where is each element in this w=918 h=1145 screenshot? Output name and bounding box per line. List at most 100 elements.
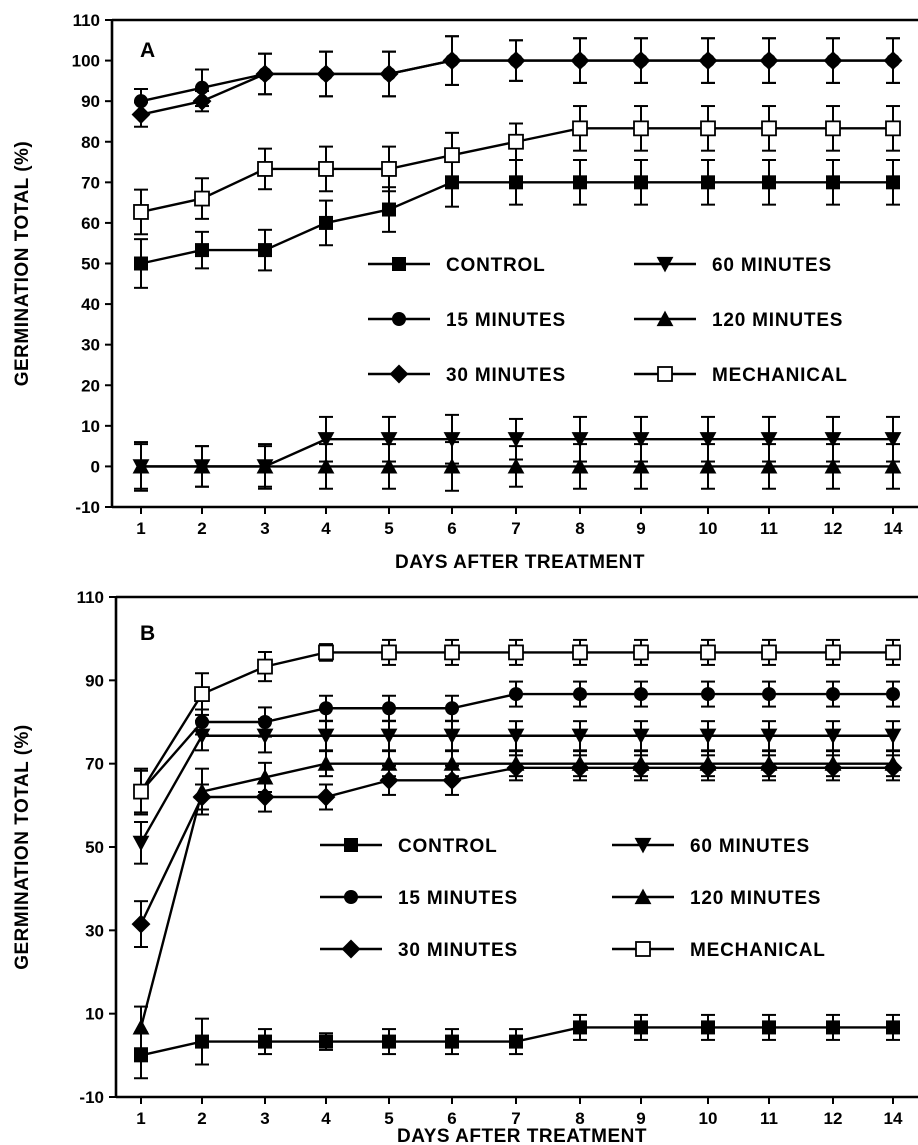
data-point [632, 755, 650, 771]
y-tick-label: 50 [81, 255, 100, 274]
data-point [573, 1020, 587, 1035]
y-tick-label: 50 [85, 838, 104, 857]
data-point [193, 728, 211, 745]
data-point [317, 432, 335, 448]
data-point [825, 644, 841, 661]
data-point [256, 769, 274, 785]
data-point [762, 1020, 776, 1035]
panel-letter: A [140, 39, 155, 62]
data-point [699, 755, 717, 771]
data-point [134, 1048, 148, 1063]
data-point [826, 1020, 840, 1035]
x-tick-label: 4 [321, 519, 331, 538]
data-point [698, 51, 718, 71]
data-point [760, 458, 778, 474]
x-tick-label: 3 [260, 1109, 269, 1128]
data-point [319, 701, 333, 716]
y-tick-label: 80 [81, 133, 100, 152]
series-open-square [133, 638, 901, 816]
data-point [571, 728, 589, 745]
data-point [825, 120, 841, 137]
data-point [194, 686, 210, 702]
data-point [634, 175, 648, 190]
data-point [885, 644, 901, 661]
legend-marker [635, 941, 651, 957]
data-point [509, 175, 523, 190]
legend-label: 120 MINUTES [712, 310, 843, 331]
legend-marker [656, 310, 674, 327]
legend-marker [656, 256, 674, 273]
y-tick-label: 40 [81, 295, 100, 314]
data-point [570, 51, 590, 71]
x-tick-label: 1 [136, 1109, 145, 1128]
data-point [192, 91, 212, 111]
data-point [507, 728, 525, 745]
x-tick-label: 5 [384, 1109, 393, 1128]
series-triangle-up [132, 441, 902, 492]
y-tick-label: 90 [81, 92, 100, 111]
legend-marker [389, 364, 409, 384]
y-tick-label: -10 [75, 498, 100, 517]
data-point [380, 432, 398, 448]
data-point [700, 120, 716, 137]
data-point [316, 64, 336, 84]
data-point [380, 728, 398, 745]
data-point [507, 432, 525, 448]
data-point [133, 783, 149, 800]
data-point [381, 161, 397, 177]
legend-label: 120 MINUTES [690, 888, 821, 909]
legend-label: CONTROL [446, 255, 546, 276]
y-axis-title: GERMINATION TOTAL (%) [12, 724, 33, 970]
data-point [509, 1034, 523, 1049]
data-point [443, 755, 461, 771]
data-point [193, 783, 211, 799]
data-point [886, 687, 900, 702]
y-tick-label: 100 [72, 52, 100, 71]
series-triangle-up [132, 750, 902, 1050]
legend-marker [344, 838, 358, 852]
data-point [509, 687, 523, 702]
y-tick-label: 110 [73, 11, 100, 30]
data-point [258, 1034, 272, 1049]
data-point [824, 728, 842, 745]
data-point [886, 175, 900, 190]
data-point [762, 687, 776, 702]
series-square [134, 1013, 900, 1080]
data-point [319, 1034, 333, 1049]
data-point [699, 458, 717, 474]
data-point [379, 64, 399, 84]
data-point [507, 458, 525, 474]
data-point [132, 458, 150, 474]
data-point [826, 687, 840, 702]
legend-marker [344, 890, 358, 904]
data-point [381, 644, 397, 661]
data-point [257, 658, 273, 675]
data-point [634, 687, 648, 702]
data-point [824, 755, 842, 771]
data-point [443, 728, 461, 745]
x-tick-label: 5 [384, 519, 393, 538]
legend-marker [392, 257, 406, 271]
series-square [134, 156, 900, 289]
data-point [883, 51, 903, 71]
data-point [132, 835, 150, 852]
data-point [632, 432, 650, 448]
x-tick-label: 9 [636, 1109, 645, 1128]
x-tick-label: 14 [884, 1109, 903, 1128]
data-point [318, 644, 334, 661]
series-open-square [133, 105, 901, 236]
data-point [506, 51, 526, 71]
legend-label: 15 MINUTES [446, 310, 566, 331]
data-point [573, 687, 587, 702]
x-tick-label: 1 [136, 519, 145, 538]
y-tick-label: 70 [81, 173, 100, 192]
data-point [507, 755, 525, 771]
data-point [444, 644, 460, 661]
y-axis-title: GERMINATION TOTAL (%) [12, 141, 33, 387]
data-point [134, 256, 148, 271]
data-point [194, 190, 210, 207]
legend-item: 15 MINUTES [320, 888, 517, 909]
data-point [195, 1034, 209, 1049]
